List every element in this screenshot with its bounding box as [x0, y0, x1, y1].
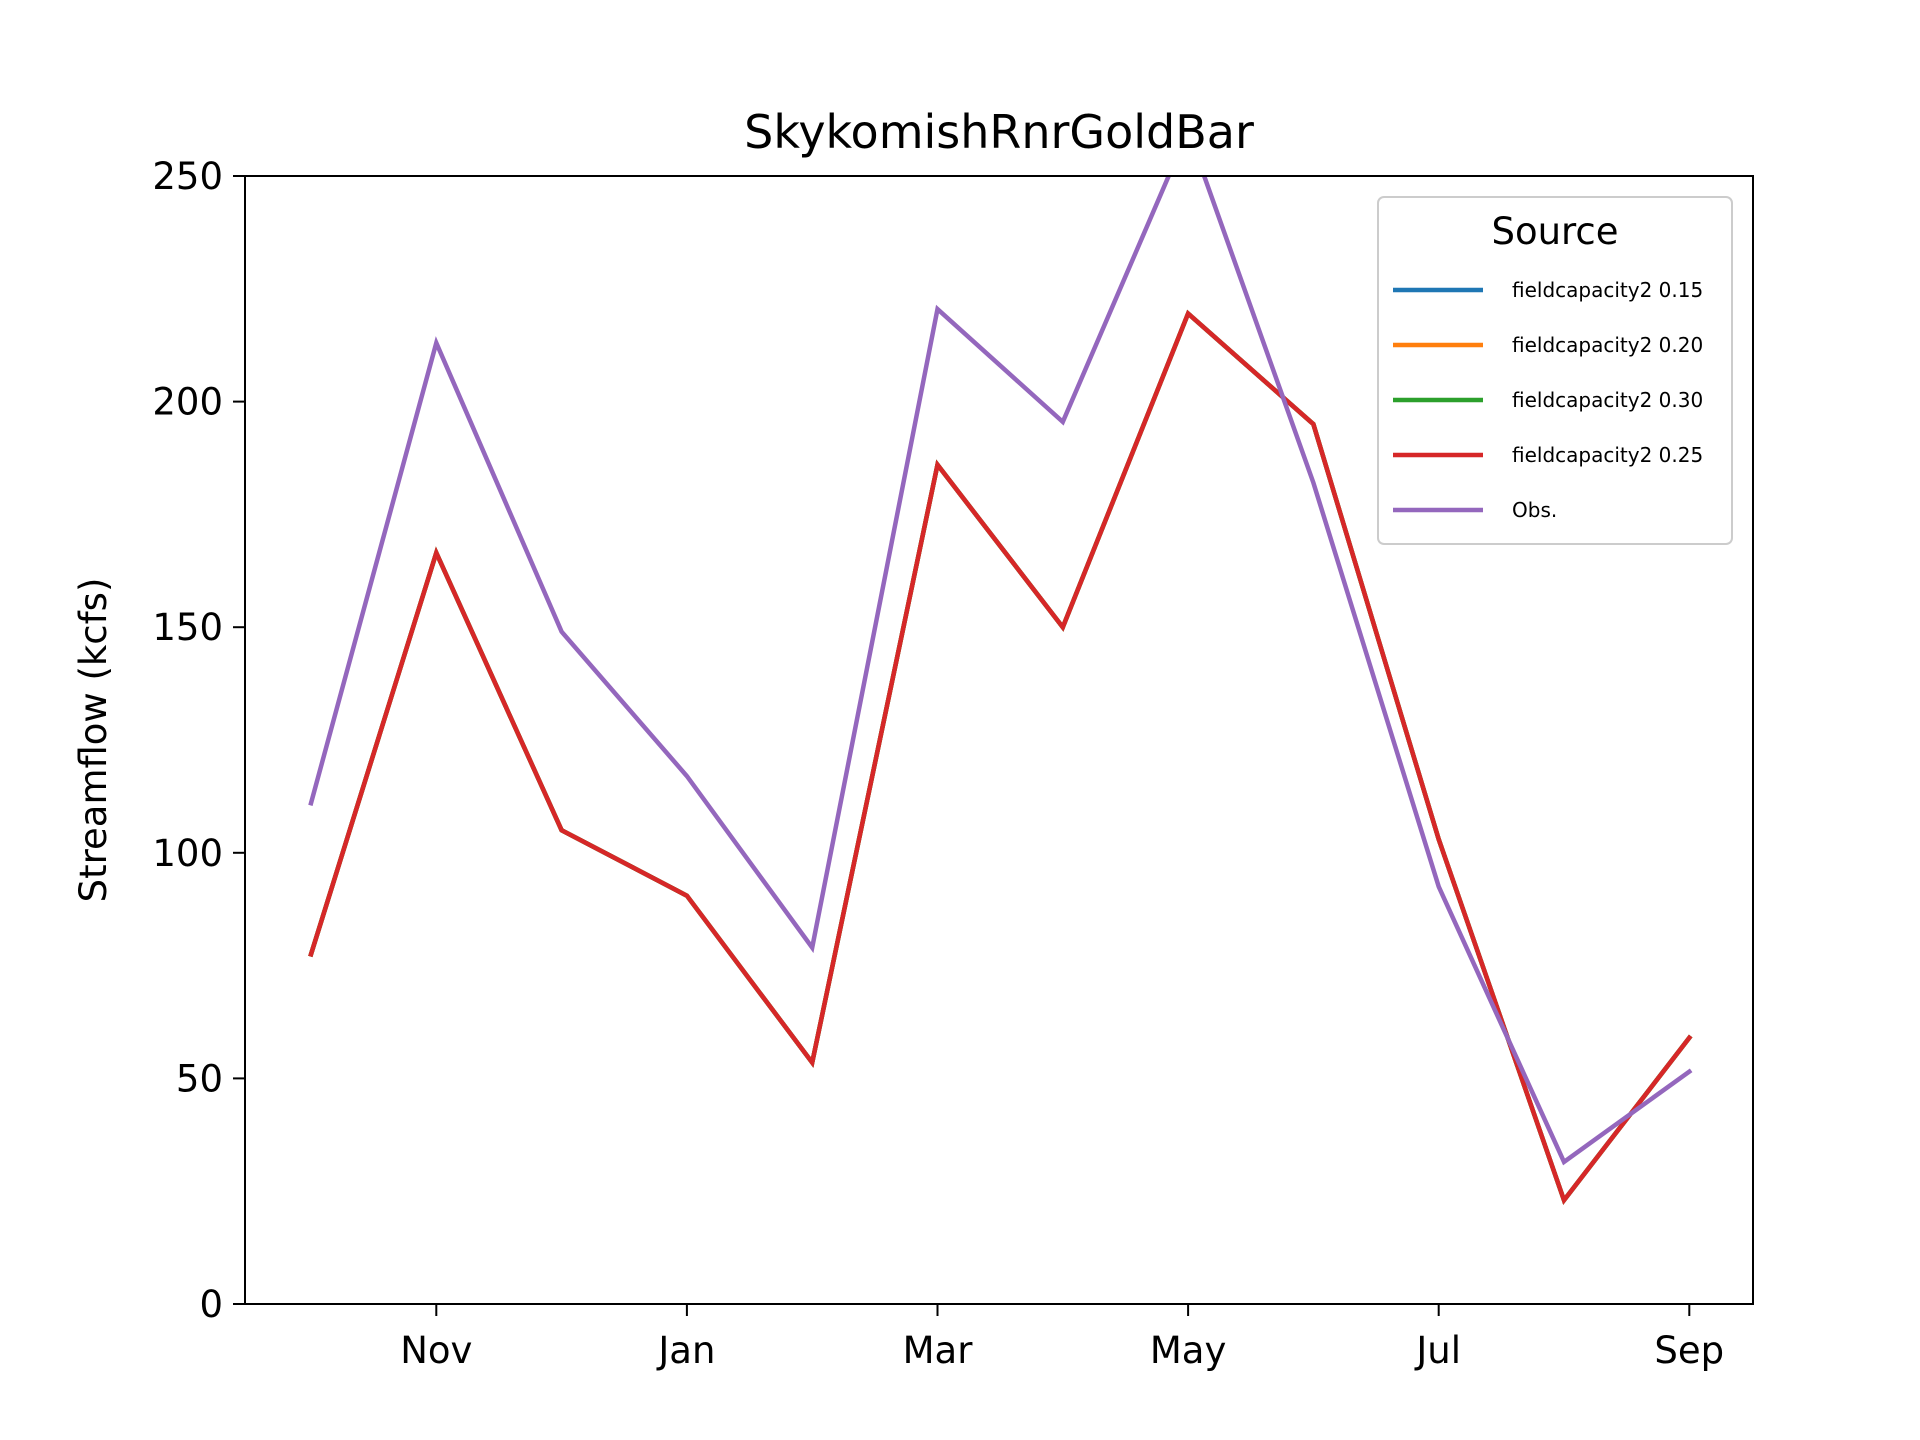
- legend-title: Source: [1491, 210, 1618, 253]
- x-tick-label: Mar: [903, 1329, 974, 1372]
- y-axis-label: Streamflow (kcfs): [72, 578, 115, 903]
- x-tick-label: May: [1150, 1329, 1227, 1372]
- series-layer: [308, 176, 1693, 1205]
- legend-label: Obs.: [1512, 498, 1557, 522]
- series-line-3: [308, 309, 1693, 1205]
- x-tick-label: Sep: [1654, 1329, 1724, 1372]
- x-axis: Nov Jan Mar May Jul Sep: [400, 1304, 1724, 1372]
- y-tick-label: 250: [152, 155, 223, 198]
- y-tick-label: 200: [152, 381, 223, 424]
- legend-label: fieldcapacity2 0.15: [1512, 278, 1703, 302]
- y-tick-label: 150: [152, 606, 223, 649]
- y-tick-label: 100: [152, 832, 223, 875]
- series-line-4: [308, 176, 1693, 1166]
- chart-title: SkykomishRnrGoldBar: [744, 105, 1254, 159]
- plot-frame: [244, 175, 1754, 1305]
- legend-label: fieldcapacity2 0.20: [1512, 333, 1703, 357]
- x-tick-label: Nov: [400, 1329, 472, 1372]
- y-tick-label: 0: [199, 1283, 223, 1326]
- y-axis: 0 50 100 150 200 250: [152, 155, 245, 1326]
- legend-label: fieldcapacity2 0.30: [1512, 388, 1703, 412]
- legend: Source fieldcapacity2 0.15fieldcapacity2…: [1377, 196, 1733, 545]
- legend-label: fieldcapacity2 0.25: [1512, 443, 1703, 467]
- x-tick-label: Jul: [1414, 1329, 1461, 1372]
- legend-entries: fieldcapacity2 0.15 fieldcapacity2 0.20 fi…: [1393, 278, 1703, 522]
- x-tick-label: Jan: [656, 1329, 715, 1372]
- y-tick-label: 50: [176, 1057, 223, 1100]
